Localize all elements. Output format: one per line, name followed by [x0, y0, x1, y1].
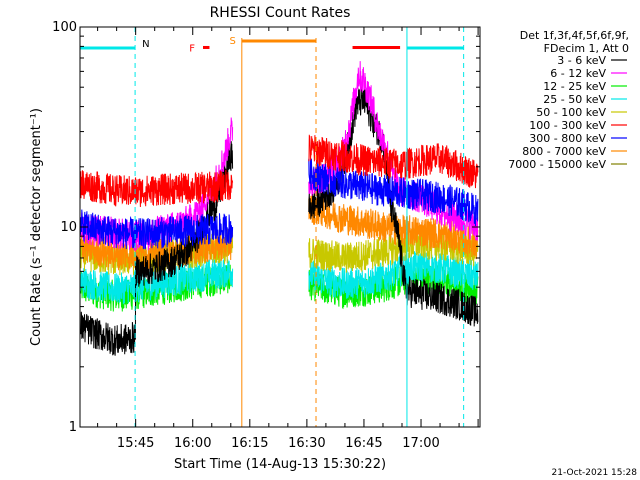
x-tick-label: 15:45	[117, 436, 154, 451]
legend-entry-label: 6 - 12 keV	[550, 67, 606, 80]
legend-entry-label: 50 - 100 keV	[536, 106, 606, 119]
timestamp: 21-Oct-2021 15:28	[552, 468, 638, 478]
series-100-300-keV-kev	[80, 134, 479, 208]
night-label: N	[142, 39, 149, 50]
x-tick-label: 16:30	[288, 436, 325, 451]
legend-entry-label: 7000 - 15000 keV	[508, 158, 606, 171]
legend-entry-label: 12 - 25 keV	[543, 80, 606, 93]
series-line-segment-2	[308, 251, 479, 299]
legend-entry-label: 800 - 7000 keV	[522, 145, 606, 158]
saa-label: S	[229, 36, 235, 47]
flare-flag-label: F	[189, 43, 195, 54]
x-tick-label: 16:00	[174, 436, 211, 451]
series-line-segment-2	[308, 134, 479, 189]
x-tick-label: 16:45	[345, 436, 382, 451]
series-line-segment-2	[308, 227, 479, 273]
series-line-segment-2	[308, 61, 479, 241]
chart-title: RHESSI Count Rates	[210, 5, 351, 21]
legend-entry-label: 300 - 800 keV	[529, 132, 606, 145]
y-tick-label: 100	[52, 20, 77, 35]
series-line-segment-2	[308, 158, 479, 227]
y-tick-label: 1	[69, 420, 77, 435]
series-300-800-keV-kev	[80, 158, 479, 250]
legend: Det 1f,3f,4f,5f,6f,9f,FDecim 1, Att 03 -…	[508, 29, 629, 171]
x-tick-label: 17:00	[402, 436, 439, 451]
y-axis-label: Count Rate (s⁻¹ detector segment⁻¹)	[29, 108, 44, 346]
series-line-segment-1	[80, 256, 234, 305]
legend-header-line: Det 1f,3f,4f,5f,6f,9f,	[520, 29, 629, 42]
series-line-segment-1	[80, 169, 234, 208]
y-tick-label: 10	[60, 220, 77, 235]
y-axis: 1 10 100	[52, 20, 480, 435]
series-line-segment-1	[80, 209, 234, 250]
legend-entry-label: 100 - 300 keV	[529, 119, 606, 132]
legend-entry-label: 25 - 50 keV	[543, 93, 606, 106]
x-tick-label: 16:15	[231, 436, 268, 451]
series-line-segment-1	[80, 228, 234, 271]
legend-header-line: FDecim 1, Att 0	[544, 42, 629, 55]
series-line-segment-2	[308, 85, 479, 327]
x-axis-label: Start Time (14-Aug-13 15:30:22)	[174, 457, 386, 472]
series-25-50-keV-kev	[80, 251, 479, 305]
series-layer	[80, 61, 479, 356]
x-axis: 15:45 16:00 16:15 16:30 16:45 17:00	[97, 27, 479, 451]
legend-entry-label: 3 - 6 keV	[557, 54, 606, 67]
